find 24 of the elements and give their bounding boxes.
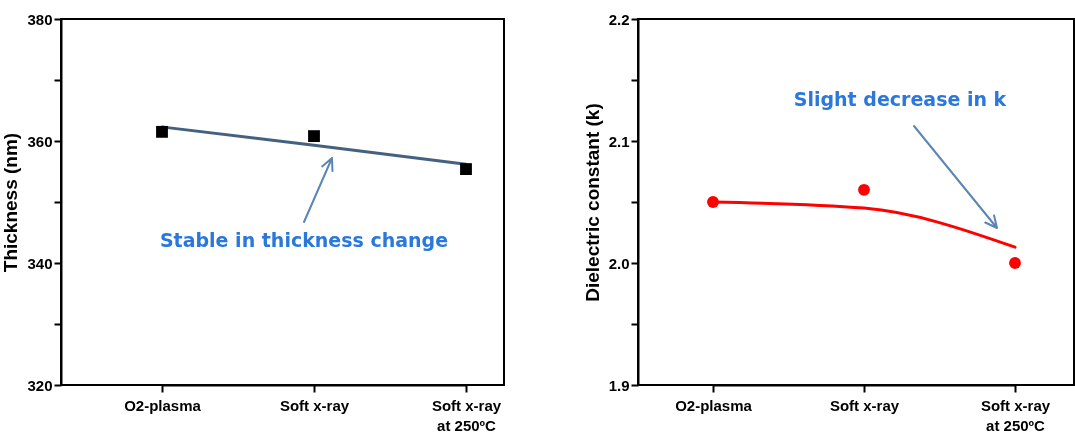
annotation: Slight decrease in k bbox=[793, 88, 1007, 110]
y-axis-title: Dielectric constant (k) bbox=[581, 103, 603, 302]
annotation: Stable in thickness change bbox=[159, 229, 449, 251]
y-axis-title: Thickness (nm) bbox=[0, 132, 22, 273]
point bbox=[1009, 257, 1021, 269]
x-tick-label: Soft x-ray at 250ºC bbox=[980, 396, 1051, 434]
y-tick-label: 2.2 bbox=[608, 10, 630, 28]
y-tick-label: 2.0 bbox=[608, 254, 630, 272]
y-tick-label: 380 bbox=[27, 10, 53, 28]
point bbox=[707, 196, 719, 208]
point bbox=[858, 183, 870, 196]
point bbox=[156, 125, 168, 138]
x-tick-label: O2-plasma bbox=[675, 396, 753, 414]
y-tick-label: 1.9 bbox=[608, 376, 630, 394]
point bbox=[308, 130, 320, 143]
x-tick-label: Soft x-ray at 250ºC bbox=[431, 396, 502, 434]
y-tick-label: 360 bbox=[27, 132, 53, 150]
y-tick-label: 320 bbox=[27, 376, 53, 394]
x-tick-label: O2-plasma bbox=[124, 396, 202, 414]
point bbox=[460, 163, 472, 175]
x-tick-label: Soft x-ray bbox=[829, 396, 900, 414]
y-tick-label: 2.1 bbox=[608, 132, 630, 150]
y-tick-label: 340 bbox=[27, 254, 53, 272]
x-tick-label: Soft x-ray bbox=[279, 396, 350, 414]
